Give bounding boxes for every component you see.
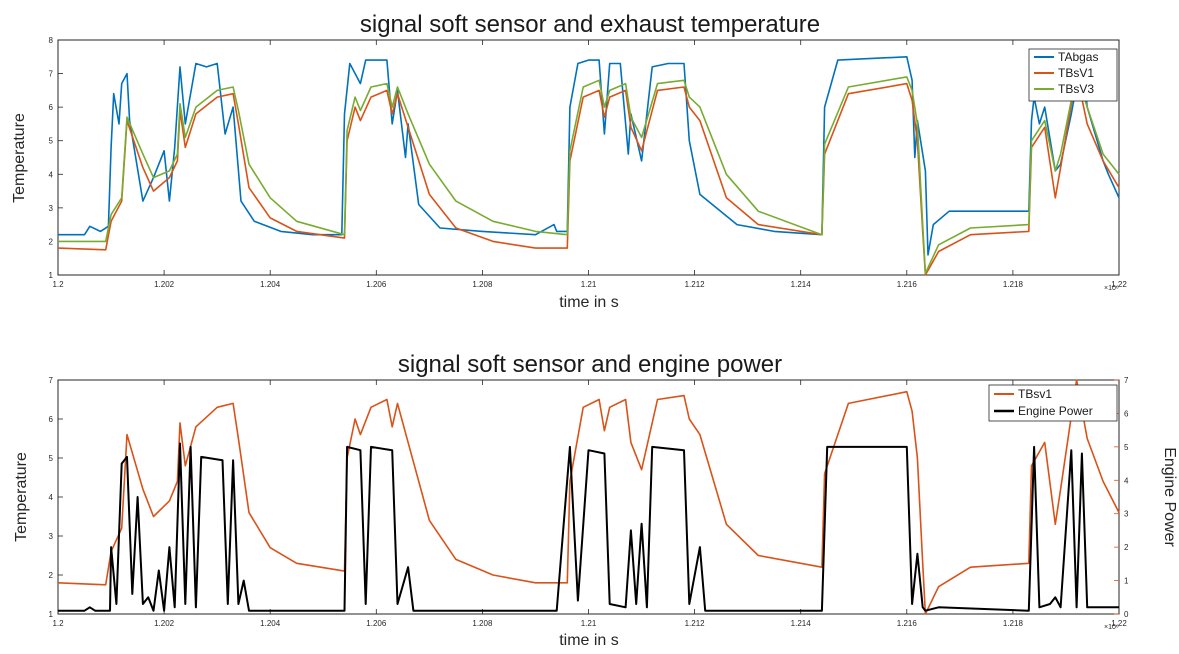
y-tick-label: 6 xyxy=(49,415,54,424)
x-exponent-label: ×10⁶ xyxy=(1104,624,1119,631)
y-tick-label: 8 xyxy=(49,36,54,45)
y2-tick-label: 4 xyxy=(1124,476,1129,485)
y-axis-label: Temperature xyxy=(11,113,28,203)
x-tick-label: 1.202 xyxy=(154,619,175,628)
legend-entry-tbsv3: TBsV3 xyxy=(1034,82,1094,96)
y2-tick-label: 5 xyxy=(1124,443,1129,452)
x-tick-label: 1.204 xyxy=(260,280,281,289)
y-tick-labels: 1 2 3 4 5 6 7 xyxy=(49,376,54,619)
legend: TAbgas TBsV1 TBsV3 xyxy=(1028,48,1118,102)
x-tick-labels: 1.2 1.202 1.204 1.206 1.208 1.21 1.212 1.214 1.2… xyxy=(52,280,1127,289)
x-tick-label: 1.22 xyxy=(1111,619,1127,628)
x-tick-label: 1.214 xyxy=(791,619,812,628)
series-lines xyxy=(57,56,1120,276)
series-line-engine-power xyxy=(58,442,1119,612)
y-tick-label: 7 xyxy=(49,376,54,385)
x-axis-label: time in s xyxy=(559,294,619,311)
legend: TBsv1 Engine Power xyxy=(988,384,1118,422)
x-tick-label: 1.2 xyxy=(52,280,64,289)
x-axis-label: time in s xyxy=(559,632,619,649)
y-tick-label: 1 xyxy=(49,271,54,280)
y2-tick-label: 3 xyxy=(1124,510,1129,519)
legend-label-tbsv1: TBsV1 xyxy=(1058,66,1094,80)
y2-tick-label: 7 xyxy=(1124,376,1129,385)
y2-tick-label: 2 xyxy=(1124,543,1129,552)
x-exponent-label: ×10⁶ xyxy=(1104,285,1119,292)
legend-entry-engine-power: Engine Power xyxy=(994,404,1093,418)
x-tick-label: 1.216 xyxy=(897,619,918,628)
x-tick-label: 1.204 xyxy=(260,619,281,628)
y-tick-labels: 1 2 3 4 5 6 7 8 xyxy=(49,36,54,280)
y-tick-label: 7 xyxy=(49,70,54,79)
chart-title: signal soft sensor and exhaust temperatu… xyxy=(360,11,820,38)
y-tick-label: 4 xyxy=(49,170,54,179)
x-tick-label: 1.21 xyxy=(581,619,597,628)
chart-engine-power: signal soft sensor and engine power 1.2 1… xyxy=(13,351,1178,649)
x-tick-label: 1.206 xyxy=(366,280,387,289)
x-tick-label: 1.22 xyxy=(1111,280,1127,289)
y2-axis-label: Engine Power xyxy=(1161,447,1178,547)
x-tick-label: 1.2 xyxy=(52,619,64,628)
series-line-tbsv3 xyxy=(58,72,1120,275)
series-line-tabgas xyxy=(58,56,1120,256)
series-lines xyxy=(57,379,1120,615)
y2-tick-label: 0 xyxy=(1124,610,1129,619)
x-tick-label: 1.218 xyxy=(1003,280,1024,289)
tick-marks xyxy=(57,39,1120,276)
legend-entry-tbsv1: TBsV1 xyxy=(1034,66,1094,80)
x-tick-label: 1.208 xyxy=(472,280,493,289)
x-tick-label: 1.214 xyxy=(791,280,812,289)
y-tick-label: 2 xyxy=(49,237,54,246)
plot-area xyxy=(57,39,1120,276)
x-tick-label: 1.212 xyxy=(685,280,706,289)
y-tick-label: 2 xyxy=(49,571,54,580)
legend-box xyxy=(988,384,1118,422)
legend-label-tbsv3: TBsV3 xyxy=(1058,82,1094,96)
chart-title: signal soft sensor and engine power xyxy=(398,351,782,378)
x-tick-label: 1.21 xyxy=(581,280,597,289)
y-tick-label: 3 xyxy=(49,204,54,213)
y-tick-label: 5 xyxy=(49,137,54,146)
y-tick-label: 3 xyxy=(49,532,54,541)
y-axis-label: Temperature xyxy=(13,452,30,542)
legend-entry-tabgas: TAbgas xyxy=(1034,50,1098,64)
x-tick-label: 1.206 xyxy=(366,619,387,628)
y2-tick-labels: 0 1 2 3 4 5 6 7 xyxy=(1124,376,1129,619)
x-tick-label: 1.218 xyxy=(1003,619,1024,628)
chart-exhaust-temperature: signal soft sensor and exhaust temperatu… xyxy=(11,11,1127,311)
y-tick-label: 5 xyxy=(49,454,54,463)
y-tick-label: 4 xyxy=(49,493,54,502)
legend-label-engine-power: Engine Power xyxy=(1018,404,1093,418)
legend-label-tabgas: TAbgas xyxy=(1058,50,1098,64)
x-tick-labels: 1.2 1.202 1.204 1.206 1.208 1.21 1.212 1.214 1.2… xyxy=(52,619,1127,628)
x-tick-label: 1.202 xyxy=(154,280,175,289)
x-tick-label: 1.208 xyxy=(472,619,493,628)
series-line-tbsv1 xyxy=(57,379,1120,615)
plot-area xyxy=(57,379,1120,615)
y-tick-label: 6 xyxy=(49,103,54,112)
x-tick-label: 1.212 xyxy=(685,619,706,628)
y2-tick-label: 6 xyxy=(1124,409,1129,418)
x-tick-label: 1.216 xyxy=(897,280,918,289)
y-tick-label: 1 xyxy=(49,610,54,619)
y2-tick-label: 1 xyxy=(1124,577,1129,586)
legend-entry-tbsv1: TBsv1 xyxy=(994,387,1052,401)
legend-label-tbsv1: TBsv1 xyxy=(1018,387,1052,401)
